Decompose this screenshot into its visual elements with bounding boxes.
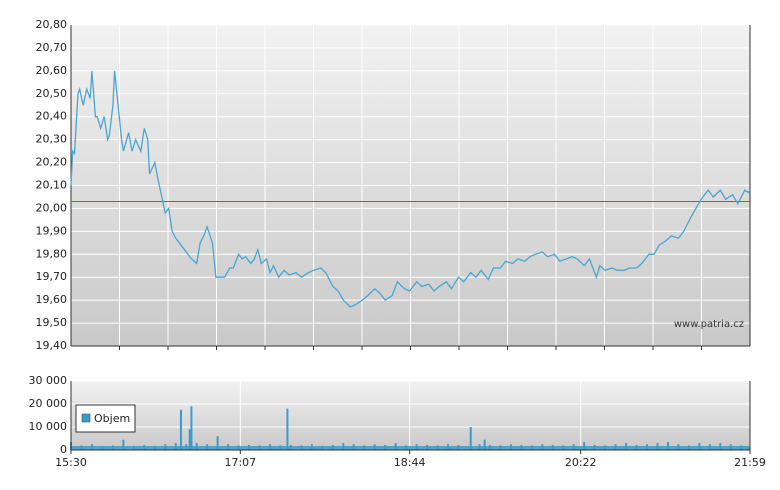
watermark: www.patria.cz xyxy=(674,319,744,330)
x-tick-label: 21:59 xyxy=(734,456,766,469)
y-tick-label: 30 000 xyxy=(29,374,68,387)
y-tick-label: 0 xyxy=(60,443,67,456)
volume-bar xyxy=(216,436,219,450)
y-tick-label: 20,20 xyxy=(36,156,68,169)
volume-bar xyxy=(469,427,472,450)
volume-bar xyxy=(666,441,669,450)
y-tick-label: 19,60 xyxy=(36,293,68,306)
volume-bar xyxy=(188,429,191,450)
y-tick-label: 20,00 xyxy=(36,201,68,214)
legend-label: Objem xyxy=(94,412,130,425)
y-tick-label: 20 000 xyxy=(29,397,68,410)
y-tick-label: 20,60 xyxy=(36,64,68,77)
volume-bar xyxy=(179,409,182,450)
y-tick-label: 19,80 xyxy=(36,247,68,260)
y-tick-label: 20,40 xyxy=(36,110,68,123)
x-tick-label: 15:30 xyxy=(55,456,87,469)
legend-swatch xyxy=(81,413,91,423)
x-tick-label: 18:44 xyxy=(394,456,426,469)
volume-bar xyxy=(583,441,586,450)
price-line xyxy=(70,70,751,308)
y-tick-label: 19,40 xyxy=(36,339,68,352)
y-tick-label: 19,90 xyxy=(36,224,68,237)
y-tick-label: 20,80 xyxy=(36,18,68,31)
volume-plot-area xyxy=(71,381,750,450)
y-tick-label: 19,50 xyxy=(36,316,68,329)
y-tick-label: 19,70 xyxy=(36,270,68,283)
legend: Objem xyxy=(75,404,136,433)
volume-bar xyxy=(190,406,193,450)
volume-band xyxy=(71,446,750,450)
volume-bar xyxy=(286,408,289,450)
x-tick-label: 17:07 xyxy=(224,456,256,469)
volume-bar xyxy=(122,439,125,450)
x-tick-label: 20:22 xyxy=(565,456,597,469)
y-tick-label: 20,10 xyxy=(36,179,68,192)
y-tick-label: 20,30 xyxy=(36,133,68,146)
y-tick-label: 10 000 xyxy=(29,420,68,433)
y-tick-label: 20,50 xyxy=(36,87,68,100)
volume-bar xyxy=(483,439,486,450)
y-tick-label: 20,70 xyxy=(36,41,68,54)
